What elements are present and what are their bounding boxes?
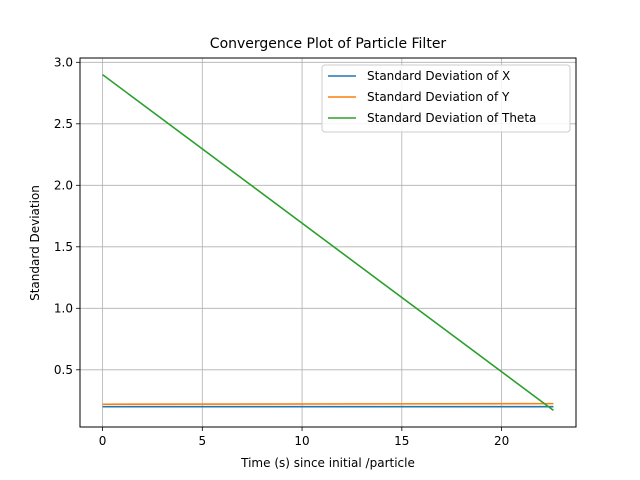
x-tick-label: 0 (99, 434, 107, 448)
y-axis-label: Standard Deviation (28, 185, 42, 301)
x-tick-label: 15 (394, 434, 409, 448)
y-tick-label: 2.5 (54, 117, 73, 131)
y-tick-label: 2.0 (54, 178, 73, 192)
plot-frame (79, 57, 577, 428)
plot-lines (102, 73, 554, 412)
legend-label-2: Standard Deviation of Y (367, 90, 510, 104)
legend-label-3: Standard Deviation of Theta (367, 111, 536, 125)
y-tick-label: 1.0 (54, 301, 73, 315)
x-axis-label: Time (s) since initial /particle (240, 456, 415, 470)
chart-title: Convergence Plot of Particle Filter (210, 36, 447, 52)
axis-ticks: 0 5 10 15 20 0.5 1.0 1.5 2.0 2.5 3.0 (54, 55, 509, 448)
x-tick-label: 20 (494, 434, 509, 448)
x-tick-label: 5 (198, 434, 206, 448)
y-tick-label: 1.5 (54, 240, 73, 254)
y-tick-label: 3.0 (54, 55, 73, 69)
series-line-2 (102, 402, 554, 406)
legend-label-1: Standard Deviation of X (367, 69, 510, 83)
y-tick-label: 0.5 (54, 363, 73, 377)
legend-box (321, 64, 571, 133)
x-tick-label: 10 (294, 434, 309, 448)
legend: Standard Deviation of X Standard Deviatio… (321, 64, 571, 133)
series-line-3 (102, 73, 554, 412)
